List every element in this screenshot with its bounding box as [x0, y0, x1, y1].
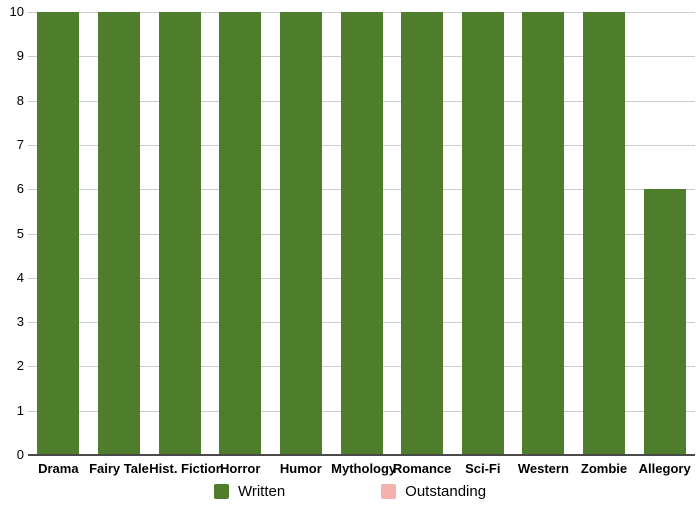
y-axis-tick-label-2: 2	[16, 358, 24, 374]
y-axis-tick-label-10: 10	[9, 4, 24, 19]
y-axis-tick-label-0: 0	[16, 447, 24, 462]
legend-item-outstanding: Outstanding	[381, 483, 486, 500]
bar-written-western	[522, 12, 565, 454]
legend-item-written: Written	[213, 483, 286, 500]
x-axis-label-romance: Romance	[392, 461, 452, 476]
y-axis-tick-label-6: 6	[16, 181, 24, 197]
legend: Written Outstanding	[0, 483, 700, 500]
legend-swatch-written	[213, 484, 229, 499]
bar-written-mythology	[340, 12, 383, 454]
legend-label-written: Written	[237, 483, 286, 500]
legend-label-outstanding: Outstanding	[405, 483, 487, 500]
bar-written-romance	[401, 12, 444, 454]
x-axis-label-drama: Drama	[38, 461, 79, 476]
x-axis-label-hist-fiction: Hist. Fiction	[149, 461, 224, 476]
bar-written-allegory	[643, 189, 686, 454]
bar-written-zombie	[583, 12, 626, 454]
x-axis-label-sci-fi: Sci-Fi	[465, 461, 501, 476]
y-axis-tick-label-5: 5	[16, 225, 24, 241]
x-axis-label-western: Western	[517, 461, 569, 476]
y-axis-tick-label-4: 4	[16, 269, 24, 285]
x-axis-label-mythology: Mythology	[331, 461, 397, 476]
y-axis-tick-label-7: 7	[16, 136, 24, 152]
bar-written-humor	[279, 12, 322, 454]
bar-written-sci-fi	[461, 12, 504, 454]
y-axis-tick-label-3: 3	[16, 314, 24, 330]
x-axis-label-fairy-tale: Fairy Tale	[89, 461, 149, 476]
y-axis-tick-label-8: 8	[16, 92, 24, 108]
y-axis-tick-label-9: 9	[16, 48, 24, 64]
bar-written-fairy-tale	[97, 12, 140, 454]
x-axis-label-humor: Humor	[279, 461, 322, 476]
bar-written-drama	[37, 12, 80, 454]
y-axis-tick-label-1: 1	[16, 402, 24, 418]
x-axis-label-zombie: Zombie	[580, 461, 628, 476]
bar-written-hist-fiction	[158, 12, 201, 454]
x-axis-label-allegory: Allegory	[638, 461, 691, 476]
x-axis-baseline	[28, 454, 695, 456]
legend-swatch-outstanding	[381, 484, 397, 499]
x-axis-label-horror: Horror	[219, 461, 261, 476]
bar-written-horror	[219, 12, 262, 454]
